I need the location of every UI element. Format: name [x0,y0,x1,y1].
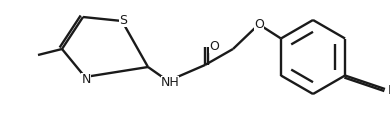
Text: S: S [119,14,127,27]
Text: N: N [81,73,91,86]
Text: NH: NH [161,76,179,89]
Text: O: O [209,40,219,53]
Text: O: O [254,18,264,31]
Text: N: N [387,84,390,97]
